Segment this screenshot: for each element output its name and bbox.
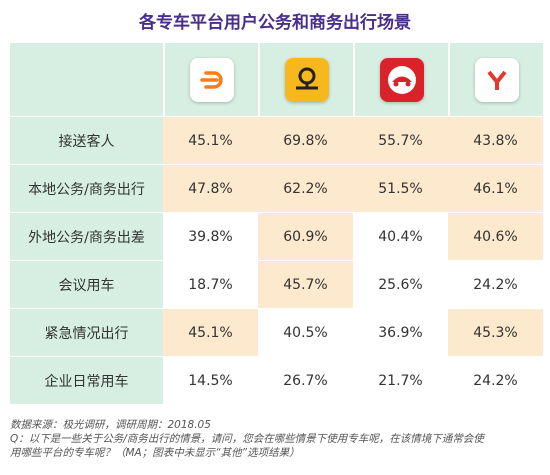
column-header-2 [353,43,448,117]
table-cell: 45.1% [163,309,258,357]
table-cell: 46.1% [448,165,543,213]
row-label: 接送客人 [10,117,163,165]
table-cell: 60.9% [258,213,353,261]
table-cell: 62.2% [258,165,353,213]
column-header-0 [163,43,258,117]
row-label: 会议用车 [10,261,163,309]
table-cell: 45.3% [448,309,543,357]
table-cell: 18.7% [163,261,258,309]
table-cell: 39.8% [163,213,258,261]
column-header-1 [258,43,353,117]
table-cell: 47.8% [163,165,258,213]
data-table: 接送客人 45.1% 69.8% 55.7% 43.8% 本地公务/商务出行 47.8% 62… [10,43,543,405]
question-note-line2: 用哪些平台的专车呢？（MA；图表中未显示“其他”选项结果） [10,447,300,459]
row-label: 外地公务/商务出差 [10,213,163,261]
table-cell: 40.6% [448,213,543,261]
didi-logo-icon [189,57,234,102]
table-cell: 21.7% [353,357,448,405]
table-cell: 14.5% [163,357,258,405]
table-cell: 45.7% [258,261,353,309]
row-label: 企业日常用车 [10,357,163,405]
source-note: 数据来源：极光调研，调研周期：2018.05 [10,419,211,431]
footer: 数据来源：极光调研，调研周期：2018.05 Q：以下是一些关于公务/商务出行的… [10,418,545,460]
table-cell: 40.5% [258,309,353,357]
table-cell: 24.2% [448,357,543,405]
table-cell: 26.7% [258,357,353,405]
table-cell: 51.5% [353,165,448,213]
row-label: 本地公务/商务出行 [10,165,163,213]
row-label: 紧急情况出行 [10,309,163,357]
column-header-3 [448,43,543,117]
table-cell: 25.6% [353,261,448,309]
shouqi-logo-icon [284,57,329,102]
yidao-logo-icon [474,57,519,102]
table-cell: 55.7% [353,117,448,165]
table-cell: 36.9% [353,309,448,357]
table-cell: 45.1% [163,117,258,165]
table-cell: 69.8% [258,117,353,165]
table-cell: 40.4% [353,213,448,261]
header-corner [10,43,163,117]
question-note-line1: Q：以下是一些关于公务/商务出行的情景，请问，您会在哪些情景下使用专车呢，在该情… [10,433,484,445]
table-cell: 24.2% [448,261,543,309]
table-cell: 43.8% [448,117,543,165]
shenzhou-logo-icon [379,57,424,102]
chart-title: 各专车平台用户公务和商务出行场景 [139,13,411,33]
